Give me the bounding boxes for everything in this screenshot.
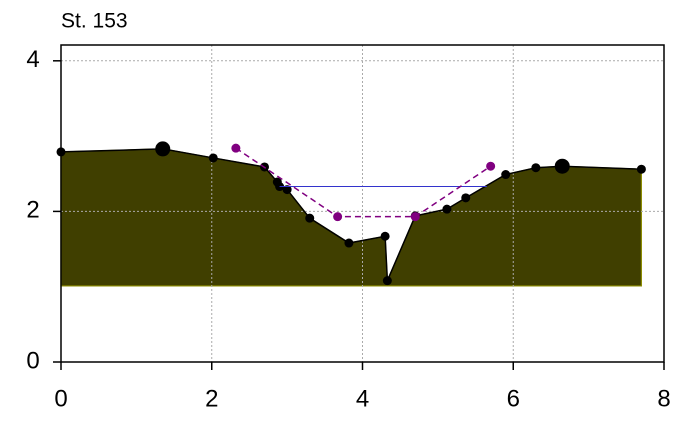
profile-point (208, 153, 218, 163)
design-point (486, 161, 496, 171)
design-point (231, 143, 241, 153)
profile-point (282, 185, 292, 195)
x-tick-label: 8 (657, 385, 670, 412)
design-point (333, 212, 343, 222)
y-tick-label: 2 (26, 197, 39, 224)
design-line (235, 147, 492, 218)
profile-point (442, 204, 452, 214)
profile-line (60, 148, 642, 281)
y-tick-label: 4 (26, 46, 39, 73)
plot-frame (60, 44, 665, 363)
profile-point (636, 164, 646, 174)
y-tick-label: 0 (26, 347, 39, 374)
profile-point (461, 193, 471, 203)
profile-point (501, 170, 511, 180)
design-point (410, 212, 420, 222)
profile-point (382, 276, 392, 286)
chart-title: St. 153 (61, 10, 128, 33)
profile-point (344, 238, 354, 248)
x-tick-label: 6 (507, 385, 520, 412)
profile-point (155, 141, 171, 157)
profile-point (531, 163, 541, 173)
x-tick-label: 4 (356, 385, 369, 412)
profile-point (305, 213, 315, 223)
x-tick-label: 2 (205, 385, 218, 412)
profile-point (380, 231, 390, 241)
x-tick-label: 0 (54, 385, 67, 412)
profile-point (554, 158, 570, 174)
profile-fill (60, 148, 642, 287)
